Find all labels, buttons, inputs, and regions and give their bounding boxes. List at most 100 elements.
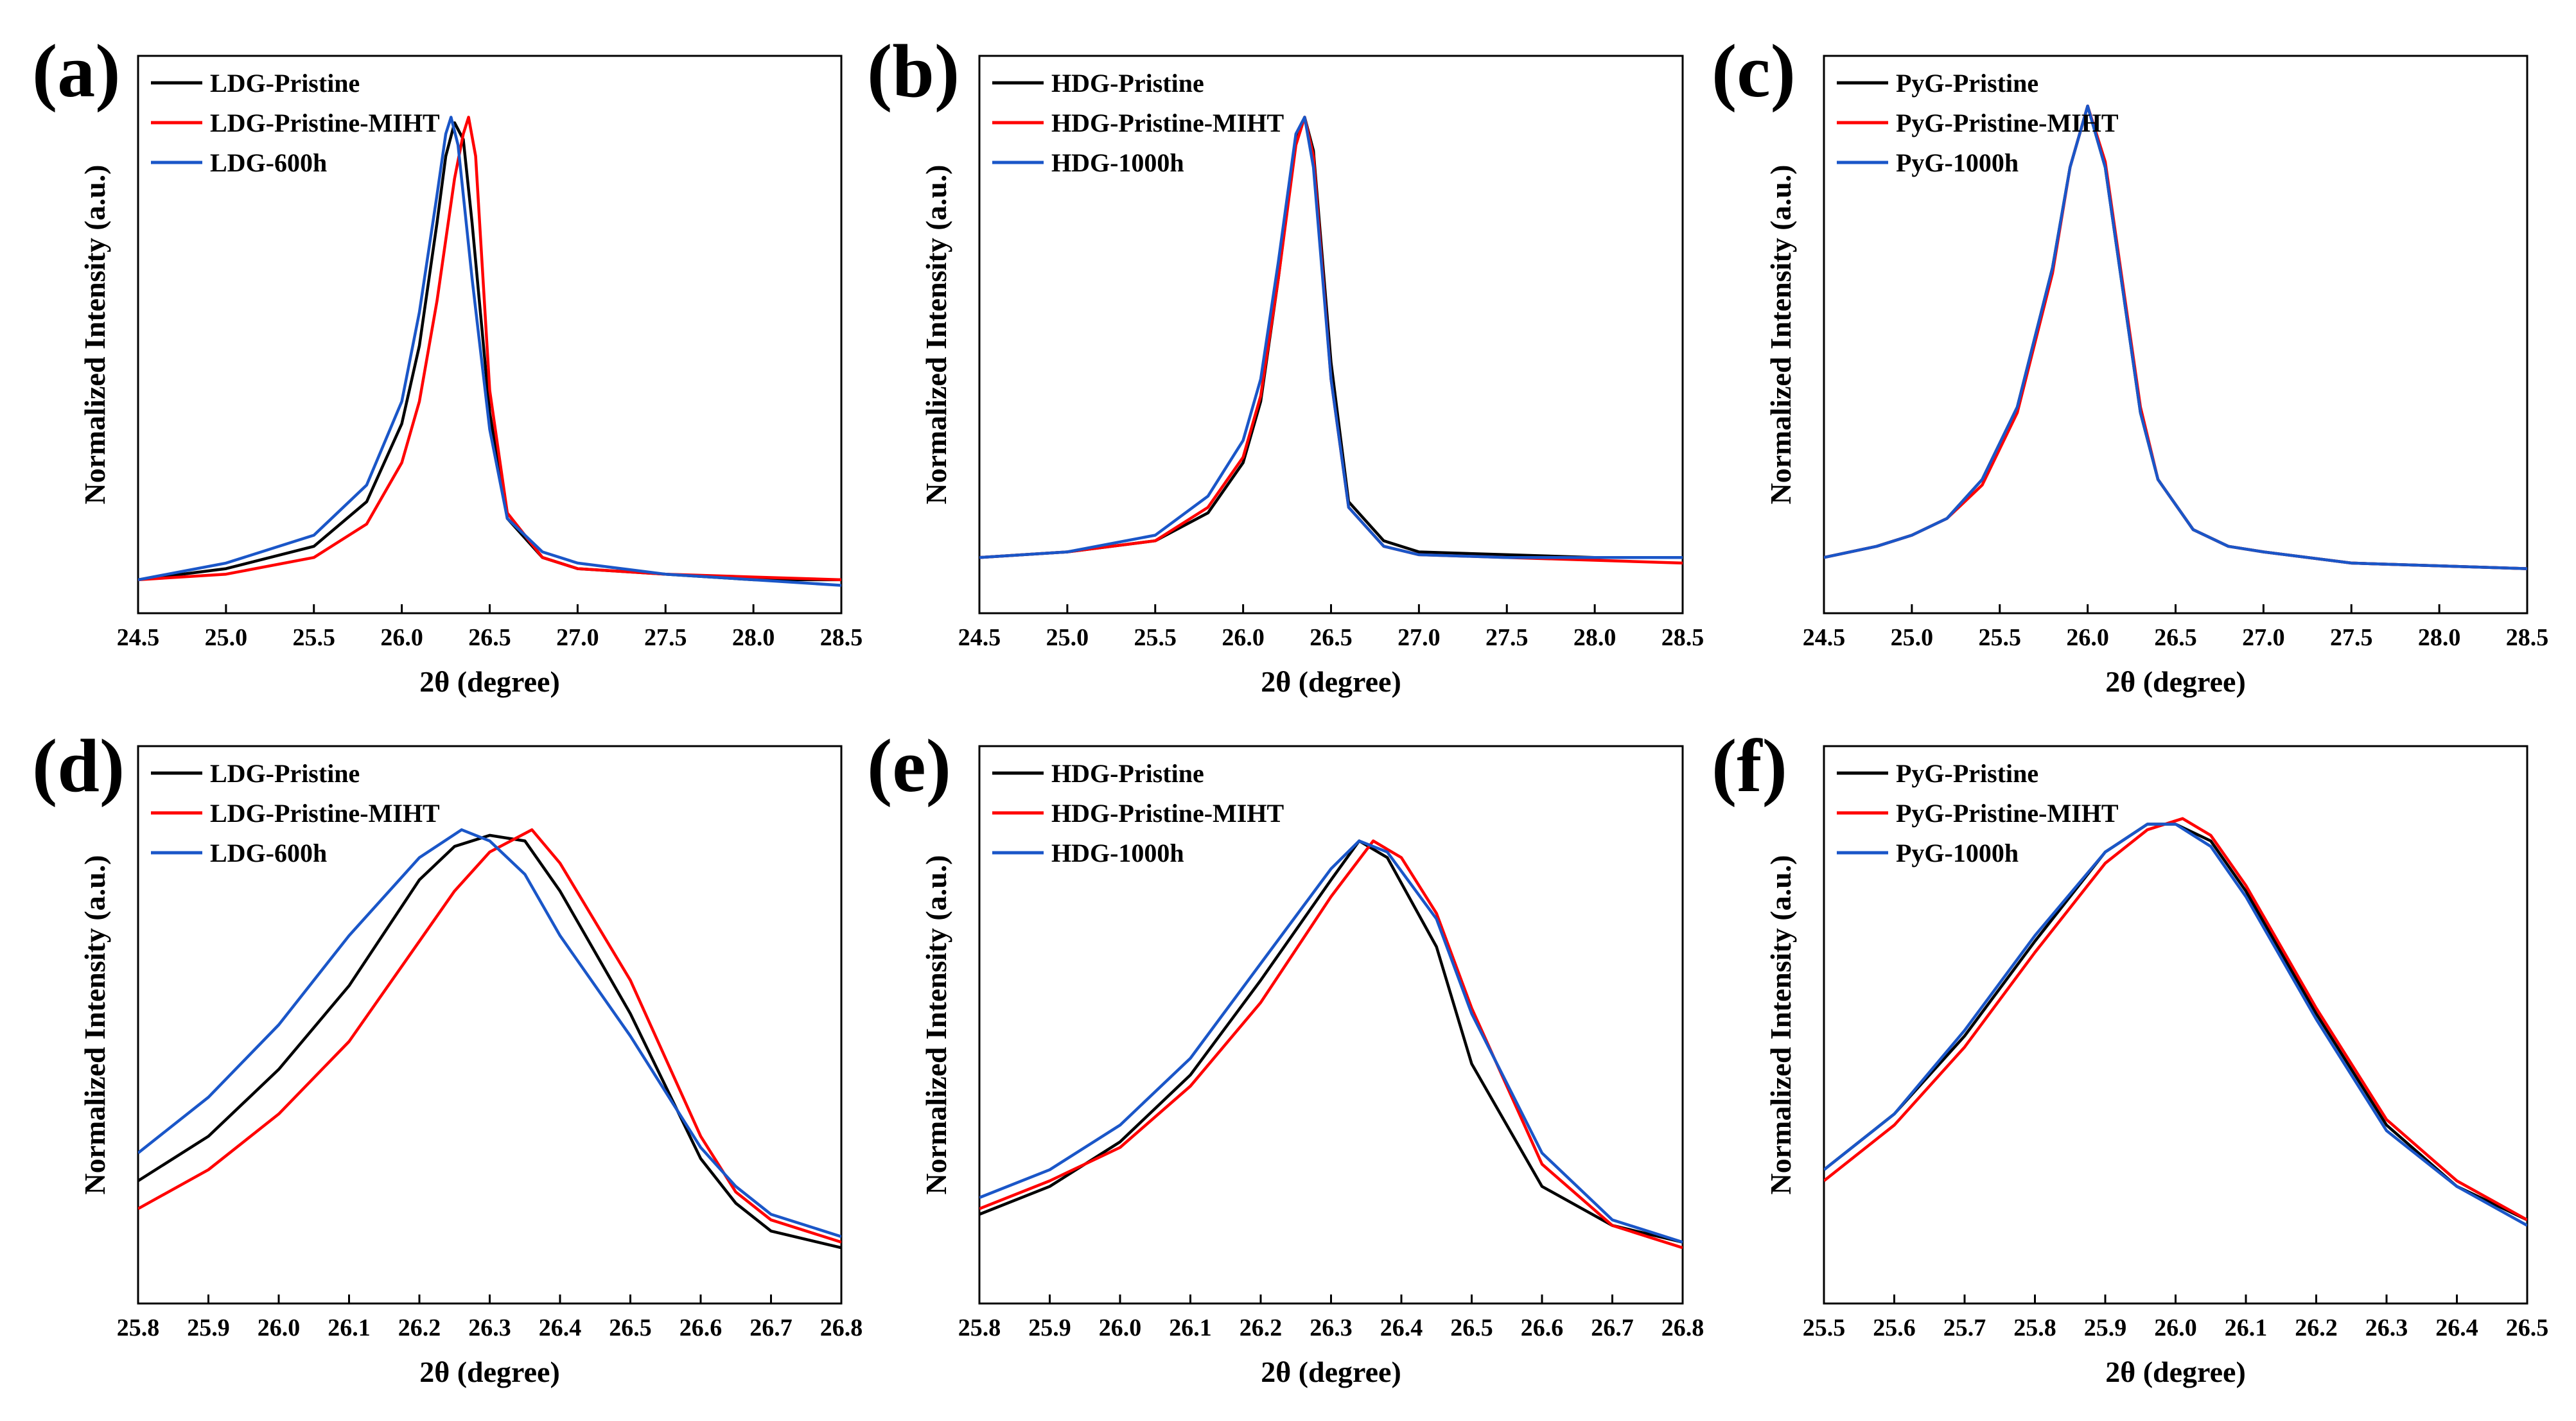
series-line-3: [979, 839, 1683, 1244]
x-axis-label: 2θ (degree): [2105, 1356, 2246, 1388]
x-tick-label: 28.0: [1573, 624, 1617, 651]
y-axis-label: Normalized Intensity (a.u.): [920, 165, 952, 505]
x-tick-label: 25.9: [187, 1314, 230, 1341]
x-tick-label: 25.8: [958, 1314, 1001, 1341]
series-line-3: [1824, 823, 2527, 1227]
x-tick-label: 26.5: [2506, 1314, 2549, 1341]
chart-panel: (c) 24.5 25.0 25.5 26.0 26.5 27.0 27.5 28.0 28.5 2…: [1712, 29, 2548, 698]
panel-letter: (a): [32, 29, 121, 113]
legend-entry: PyG-Pristine: [1896, 759, 2038, 788]
plot-frame: [137, 55, 843, 615]
x-tick-label: 24.5: [1803, 624, 1846, 651]
legend-entry: PyG-1000h: [1896, 148, 2019, 177]
x-tick-label: 28.0: [732, 624, 775, 651]
chart-panel: (a) 24.5 25.0 25.5 26.0 26.5 27.0 27.5 28.0 28.5 2…: [32, 29, 863, 698]
x-axis-label: 2θ (degree): [2105, 665, 2246, 698]
series-line-3: [138, 828, 841, 1238]
x-tick-label: 26.1: [2225, 1314, 2268, 1341]
series-line-3: [1824, 104, 2527, 570]
legend-entry: HDG-Pristine-MIHT: [1051, 799, 1284, 828]
plot-frame: [978, 745, 1684, 1305]
legend-entry: HDG-Pristine: [1051, 759, 1204, 788]
x-tick-label: 25.5: [293, 624, 336, 651]
x-tick-label: 27.0: [556, 624, 599, 651]
x-tick-label: 26.0: [2066, 624, 2109, 651]
series-line-2: [138, 116, 841, 582]
x-tick-label: 24.5: [117, 624, 160, 651]
x-tick-label: 25.8: [117, 1314, 160, 1341]
x-tick-label: 27.5: [644, 624, 687, 651]
x-tick-label: 26.2: [2295, 1314, 2338, 1341]
x-tick-label: 25.0: [1046, 624, 1089, 651]
x-tick-label: 26.7: [1591, 1314, 1634, 1341]
plot-frame: [1823, 745, 2528, 1305]
series-line-2: [979, 116, 1683, 565]
series-line-1: [979, 839, 1683, 1244]
x-axis-label: 2θ (degree): [1261, 665, 1401, 698]
x-tick-label: 26.2: [1240, 1314, 1283, 1341]
x-tick-label: 26.3: [1310, 1314, 1353, 1341]
x-tick-label: 26.8: [1661, 1314, 1704, 1341]
chart-panel: (e) 25.8 25.9 26.0 26.1 26.2 26.3 26.4 26.5 26.6 2…: [867, 724, 1704, 1388]
series-line-3: [979, 116, 1683, 559]
x-tick-label: 25.0: [1891, 624, 1934, 651]
x-tick-label: 28.5: [1661, 624, 1704, 651]
legend-entry: HDG-Pristine-MIHT: [1051, 109, 1284, 137]
x-axis-label: 2θ (degree): [419, 665, 560, 698]
x-tick-label: 25.5: [1134, 624, 1177, 651]
legend-entry: LDG-Pristine: [210, 69, 360, 98]
x-tick-label: 26.7: [749, 1314, 793, 1341]
legend-entry: LDG-600h: [210, 148, 327, 177]
x-axis-label: 2θ (degree): [419, 1356, 560, 1388]
y-axis-label: Normalized Intensity (a.u.): [78, 165, 111, 505]
series-line-1: [979, 116, 1683, 559]
x-tick-label: 26.8: [820, 1314, 863, 1341]
x-tick-label: 26.0: [1099, 1314, 1142, 1341]
x-tick-label: 25.5: [1979, 624, 2022, 651]
x-tick-label: 26.1: [1169, 1314, 1212, 1341]
x-tick-label: 26.5: [609, 1314, 652, 1341]
plot-frame: [137, 745, 843, 1305]
x-tick-label: 25.9: [1028, 1314, 1071, 1341]
legend-entry: HDG-1000h: [1051, 148, 1184, 177]
x-tick-label: 26.6: [1521, 1314, 1564, 1341]
x-tick-label: 27.5: [1485, 624, 1529, 651]
x-axis-label: 2θ (degree): [1261, 1356, 1401, 1388]
x-tick-label: 26.5: [2154, 624, 2197, 651]
x-tick-label: 28.5: [820, 624, 863, 651]
x-tick-label: 26.3: [468, 1314, 511, 1341]
series-line-1: [138, 833, 841, 1250]
x-tick-label: 26.4: [539, 1314, 582, 1341]
x-tick-label: 28.0: [2418, 624, 2461, 651]
panel-letter: (e): [867, 724, 951, 808]
series-line-2: [1824, 817, 2527, 1221]
x-tick-label: 25.9: [2084, 1314, 2127, 1341]
legend-entry: HDG-1000h: [1051, 839, 1184, 867]
chart-panel: (d) 25.8 25.9 26.0 26.1 26.2 26.3 26.4 26.5 26.6 2…: [32, 724, 863, 1388]
chart-panel: (f) 25.5 25.6 25.7 25.8 25.9 26.0 26.1 26.2 26.3 2…: [1712, 724, 2548, 1388]
x-tick-label: 26.0: [258, 1314, 301, 1341]
x-tick-label: 26.0: [2154, 1314, 2197, 1341]
x-tick-label: 26.5: [1310, 624, 1353, 651]
series-line-2: [138, 828, 841, 1244]
x-tick-label: 26.4: [2435, 1314, 2478, 1341]
x-tick-label: 26.5: [1450, 1314, 1493, 1341]
x-tick-label: 24.5: [958, 624, 1001, 651]
series-line-2: [979, 839, 1683, 1250]
legend-entry: PyG-Pristine-MIHT: [1896, 799, 2119, 828]
plot-frame: [1823, 55, 2528, 615]
panel-letter: (b): [867, 29, 959, 113]
panel-letter: (f): [1712, 724, 1787, 808]
x-tick-label: 25.5: [1803, 1314, 1846, 1341]
legend-entry: PyG-Pristine-MIHT: [1896, 109, 2119, 137]
x-tick-label: 25.0: [205, 624, 248, 651]
x-tick-label: 27.5: [2330, 624, 2373, 651]
x-tick-label: 26.6: [679, 1314, 723, 1341]
x-tick-label: 26.3: [2365, 1314, 2408, 1341]
series-line-3: [138, 116, 841, 587]
plot-frame: [978, 55, 1684, 615]
legend-entry: LDG-Pristine-MIHT: [210, 109, 440, 137]
x-tick-label: 27.0: [1398, 624, 1441, 651]
x-tick-label: 26.1: [328, 1314, 371, 1341]
